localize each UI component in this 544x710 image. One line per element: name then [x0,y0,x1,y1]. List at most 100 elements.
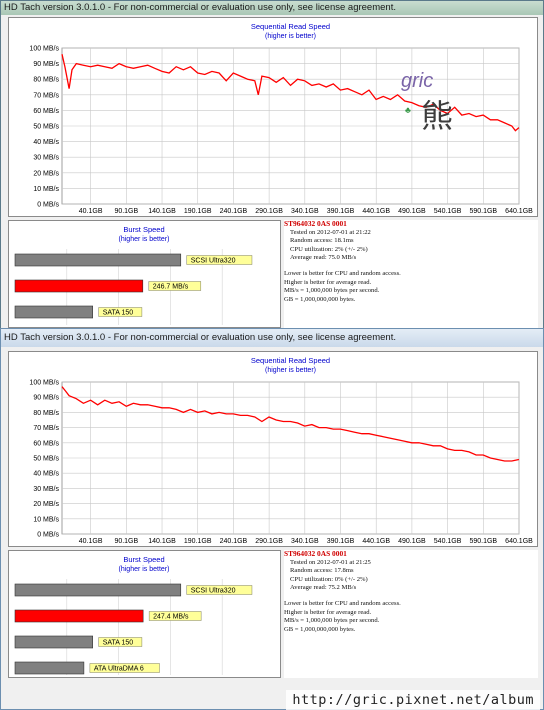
tested-on: Tested on 2012-07-01 at 21:22 [290,228,371,236]
bar-label-box [89,663,160,673]
burst-bar [14,305,93,319]
x-tick-label: 590.1GB [469,208,497,215]
x-tick-label: 290.1GB [255,208,283,215]
note-gb-definition: GB = 1,000,000,000 bytes. [284,625,356,633]
y-tick-label: 60 MB/s [33,440,59,447]
burst-speed-panel: Burst Speed (higher is better) SCSI Ultra3… [8,550,281,678]
burst-bar [14,253,182,267]
burst-speed-panel: Burst Speed (higher is better) SCSI Ultra3… [8,220,281,328]
y-tick-label: 20 MB/s [33,170,59,177]
x-tick-label: 90.1GB [114,538,138,545]
random-access: Random access: 18.1ms [290,237,354,245]
hdtach-window-1[interactable]: HD Tach version 3.0.1.0 - For non-commer… [0,0,544,330]
bar-label: SCSI Ultra320 [191,588,236,595]
x-tick-label: 540.1GB [434,208,462,215]
bar-label-box [186,585,253,595]
random-access: Random access: 17.8ms [290,567,354,575]
y-tick-label: 20 MB/s [33,501,59,508]
bar-label-box [98,637,143,647]
y-tick-label: 90 MB/s [33,61,59,68]
average-read: Average read: 75.2 MB/s [290,584,357,592]
burst-bar [14,279,144,293]
burst-bar [14,583,182,597]
x-tick-label: 290.1GB [255,538,283,545]
burst-speed-chart: Burst Speed (higher is better) SCSI Ultra3… [14,225,253,325]
x-tick-label: 490.1GB [398,538,426,545]
y-tick-label: 80 MB/s [33,77,59,84]
bar-label: ATA UltraDMA 6 [94,666,144,673]
cpu-utilization: CPU utilization: 0% (+/- 2%) [290,575,368,583]
chart-subtitle: (higher is better) [119,236,170,243]
x-tick-label: 340.1GB [291,538,319,545]
chart-subtitle: (higher is better) [119,566,170,573]
x-tick-label: 140.1GB [148,538,176,545]
chart-title: Burst Speed [123,225,164,234]
note-gb-definition: GB = 1,000,000,000 bytes. [284,295,356,303]
bar-label: 247.4 MB/s [153,614,189,621]
y-tick-label: 90 MB/s [33,395,59,402]
bar-label-box [148,611,202,621]
series-line [61,386,520,462]
test-info-panel: ST964032 0AS 0001 Tested on 2012-07-01 a… [284,219,538,328]
chart-title: Sequential Read Speed [251,356,330,365]
svg-text:♣: ♣ [405,105,411,115]
y-tick-label: 70 MB/s [33,92,59,99]
note-higher-better: Higher is better for average read. [284,608,372,616]
window-title: HD Tach version 3.0.1.0 - For non-commer… [1,1,543,15]
burst-speed-chart: Burst Speed (higher is better) SCSI Ultra3… [14,555,253,675]
x-tick-label: 640.1GB [505,538,533,545]
bar-label-box [186,255,253,265]
y-tick-label: 80 MB/s [33,410,59,417]
x-tick-label: 240.1GB [220,208,248,215]
sequential-read-panel: Sequential Read Speed (higher is better) 0… [8,351,538,547]
y-tick-label: 50 MB/s [33,456,59,463]
y-tick-label: 60 MB/s [33,108,59,115]
y-tick-label: 10 MB/s [33,516,59,523]
x-tick-label: 190.1GB [184,538,212,545]
sequential-read-chart: Sequential Read Speed (higher is better) 0… [29,22,533,215]
bar-label: SATA 150 [103,310,134,317]
chart-subtitle: (higher is better) [265,367,316,374]
note-lower-better: Lower is better for CPU and random acces… [284,269,401,277]
burst-bar [14,609,144,623]
bar-label: SCSI Ultra320 [191,258,236,265]
bar-label: 246.7 MB/s [153,284,189,291]
y-tick-label: 10 MB/s [33,186,59,193]
bar-label: SATA 150 [103,640,134,647]
drive-model: ST964032 0AS 0001 [284,549,347,558]
note-mb-definition: MB/s = 1,000,000 bytes per second. [284,617,380,625]
y-tick-label: 30 MB/s [33,155,59,162]
tested-on: Tested on 2012-07-01 at 21:25 [290,558,371,566]
burst-bar [14,635,93,649]
svg-text:熊: 熊 [421,98,453,134]
hdtach-window-2[interactable]: HD Tach version 3.0.1.0 - For non-commer… [0,328,544,710]
chart-title: Burst Speed [123,555,164,564]
series-line [61,54,520,132]
y-tick-label: 40 MB/s [33,471,59,478]
sequential-read-panel: Sequential Read Speed (higher is better) 0… [8,17,538,217]
x-tick-label: 340.1GB [291,208,319,215]
x-tick-label: 440.1GB [362,208,390,215]
x-tick-label: 140.1GB [148,208,176,215]
y-tick-label: 30 MB/s [33,486,59,493]
chart-title: Sequential Read Speed [251,22,330,31]
average-read: Average read: 75.0 MB/s [290,254,357,262]
x-tick-label: 490.1GB [398,208,426,215]
x-tick-label: 390.1GB [327,538,355,545]
x-tick-label: 190.1GB [184,208,212,215]
y-tick-label: 50 MB/s [33,124,59,131]
burst-bar [14,661,85,675]
x-tick-label: 40.1GB [79,538,103,545]
y-tick-label: 40 MB/s [33,139,59,146]
x-tick-label: 90.1GB [114,208,138,215]
y-tick-label: 100 MB/s [29,380,59,387]
sequential-read-chart: Sequential Read Speed (higher is better) 0… [29,356,533,545]
gric-bear-logo: gric 熊 ♣ [401,70,453,134]
x-tick-label: 240.1GB [220,538,248,545]
x-tick-label: 440.1GB [362,538,390,545]
y-tick-label: 0 MB/s [37,532,59,539]
x-tick-label: 640.1GB [505,208,533,215]
cpu-utilization: CPU utilization: 2% (+/- 2%) [290,245,368,253]
x-tick-label: 390.1GB [327,208,355,215]
watermark-url: http://gric.pixnet.net/album [286,690,540,710]
